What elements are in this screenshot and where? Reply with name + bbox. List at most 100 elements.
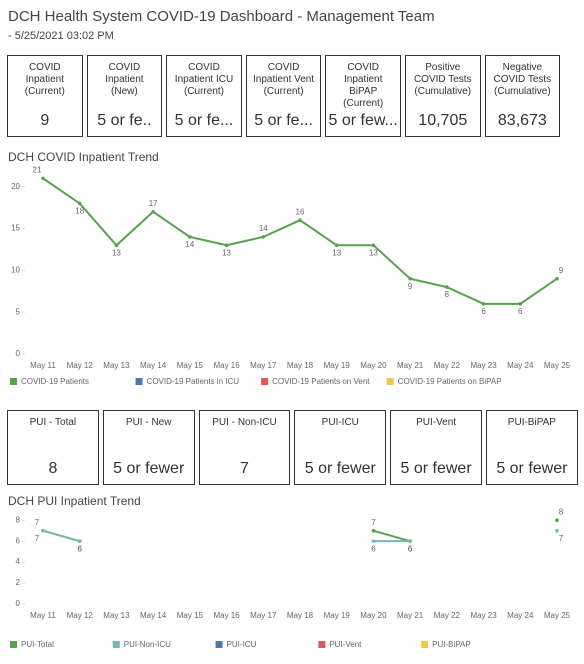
legend-label: PUI-Vent bbox=[329, 640, 362, 649]
x-tick-label: May 14 bbox=[140, 361, 167, 370]
y-tick-label: 20 bbox=[11, 182, 20, 191]
value-label: 7 bbox=[35, 534, 40, 543]
value-label: 9 bbox=[408, 282, 413, 291]
kpi-label: COVID Inpatient BiPAP (Current) bbox=[343, 62, 384, 109]
point bbox=[408, 276, 412, 281]
point bbox=[371, 243, 376, 248]
value-label: 14 bbox=[185, 240, 194, 249]
legend-label: PUI-ICU bbox=[227, 640, 257, 649]
kpi-value: 5 or fe... bbox=[254, 112, 313, 129]
x-tick-label: May 13 bbox=[103, 611, 130, 620]
dashboard-subtitle: - 5/25/2021 03:02 PM bbox=[8, 30, 114, 42]
kpi-card: COVID Inpatient (New) 5 or fe.. bbox=[86, 55, 163, 137]
kpi-value: 5 or fewer bbox=[304, 460, 376, 477]
y-tick-label: 8 bbox=[16, 515, 21, 524]
kpi-card: PUI - New 5 or fewer bbox=[102, 410, 195, 485]
value-label: 17 bbox=[149, 199, 158, 208]
kpi-value: 5 or fewer bbox=[113, 460, 185, 477]
kpi-label: Positive COVID Tests (Cumulative) bbox=[413, 62, 472, 97]
point bbox=[371, 528, 376, 533]
x-tick-label: May 18 bbox=[287, 611, 314, 620]
line bbox=[373, 529, 411, 543]
kpi-value: 5 or few... bbox=[328, 112, 398, 129]
value-label: 6 bbox=[518, 307, 523, 316]
x-tick-label: May 15 bbox=[177, 361, 204, 370]
x-tick-label: May 17 bbox=[250, 361, 277, 370]
kpi-value: 9 bbox=[40, 112, 50, 129]
point bbox=[77, 539, 82, 543]
kpi-value: 5 or fe... bbox=[174, 112, 234, 129]
kpi-card: COVID Inpatient Vent (Current) 5 or fe... bbox=[245, 55, 322, 137]
point bbox=[41, 528, 45, 533]
chart-title: DCH COVID Inpatient Trend bbox=[8, 150, 159, 164]
value-label: 16 bbox=[296, 207, 305, 216]
kpi-card: PUI-ICU 5 or fewer bbox=[294, 410, 387, 485]
x-tick-label: May 19 bbox=[324, 361, 351, 370]
value-label: 6 bbox=[77, 544, 82, 553]
point bbox=[408, 539, 412, 543]
kpi-card: Positive COVID Tests (Cumulative) 10,705 bbox=[404, 55, 481, 137]
x-tick-label: May 17 bbox=[250, 611, 277, 620]
y-tick-label: 0 bbox=[16, 599, 21, 608]
x-tick-label: May 21 bbox=[397, 361, 424, 370]
line bbox=[42, 529, 80, 543]
legend-swatch bbox=[215, 641, 223, 648]
legend-label: COVID-19 Patients on Vent bbox=[272, 377, 370, 386]
kpi-value: 7 bbox=[240, 460, 249, 477]
x-tick-label: May 16 bbox=[213, 611, 240, 620]
value-label: 14 bbox=[259, 224, 268, 233]
x-tick-label: May 11 bbox=[30, 361, 56, 370]
legend-swatch bbox=[261, 378, 269, 385]
x-tick-label: May 13 bbox=[103, 361, 130, 370]
kpi-value: 83,673 bbox=[497, 112, 547, 129]
point bbox=[555, 276, 559, 281]
value-label: 8 bbox=[445, 290, 450, 299]
x-tick-label: May 24 bbox=[507, 611, 534, 620]
legend-swatch bbox=[421, 641, 429, 648]
kpi-card: COVID Inpatient (Current) 9 bbox=[7, 55, 83, 137]
kpi-card: COVID Inpatient ICU (Current) 5 or fe... bbox=[166, 55, 242, 137]
legend-label: PUI-Total bbox=[21, 640, 54, 649]
value-label: 7 bbox=[371, 518, 376, 527]
point bbox=[334, 243, 339, 248]
legend-label: COVID-19 Patients in ICU bbox=[147, 377, 240, 386]
kpi-card: PUI - Non-ICU 7 bbox=[198, 410, 291, 485]
chart-title: DCH PUI Inpatient Trend bbox=[8, 494, 141, 508]
legend-label: PUI-BiPAP bbox=[432, 640, 471, 649]
value-label: 7 bbox=[559, 534, 564, 543]
kpi-value: 5 or fewer bbox=[400, 460, 472, 477]
x-tick-label: May 19 bbox=[324, 611, 351, 620]
x-tick-label: May 22 bbox=[434, 611, 461, 620]
kpi-label: PUI-Vent bbox=[416, 417, 457, 428]
legend-swatch bbox=[386, 378, 394, 385]
x-tick-label: May 23 bbox=[470, 361, 497, 370]
kpi-row: COVID Inpatient (Current) 9 COVID Inpatien… bbox=[7, 55, 561, 137]
kpi-card: COVID Inpatient BiPAP (Current) 5 or few.… bbox=[325, 55, 401, 137]
point bbox=[188, 235, 192, 239]
kpi-label: Negative COVID Tests (Cumulative) bbox=[493, 62, 552, 97]
line bbox=[42, 177, 558, 305]
kpi-card: Negative COVID Tests (Cumulative) 83,673 bbox=[484, 55, 561, 137]
x-tick-label: May 11 bbox=[30, 611, 56, 620]
x-tick-label: May 16 bbox=[213, 361, 240, 370]
x-tick-label: May 20 bbox=[360, 361, 387, 370]
x-tick-label: May 12 bbox=[67, 361, 94, 370]
legend-swatch bbox=[112, 641, 120, 648]
point bbox=[445, 285, 449, 289]
y-tick-label: 2 bbox=[16, 578, 21, 587]
value-label: 6 bbox=[408, 544, 413, 553]
value-label: 21 bbox=[33, 165, 42, 174]
x-tick-label: May 23 bbox=[470, 611, 497, 620]
point bbox=[41, 176, 45, 181]
kpi-label: PUI - Non-ICU bbox=[212, 417, 277, 428]
value-label: 13 bbox=[222, 248, 231, 257]
kpi-label: PUI-ICU bbox=[321, 417, 359, 428]
y-tick-label: 6 bbox=[16, 536, 21, 545]
y-tick-label: 0 bbox=[16, 349, 21, 358]
kpi-label: COVID Inpatient ICU (Current) bbox=[174, 62, 234, 97]
x-tick-label: May 15 bbox=[177, 611, 204, 620]
x-tick-label: May 12 bbox=[67, 611, 94, 620]
kpi-label: COVID Inpatient (Current) bbox=[24, 62, 65, 97]
kpi-label: COVID Inpatient Vent (Current) bbox=[252, 62, 315, 97]
